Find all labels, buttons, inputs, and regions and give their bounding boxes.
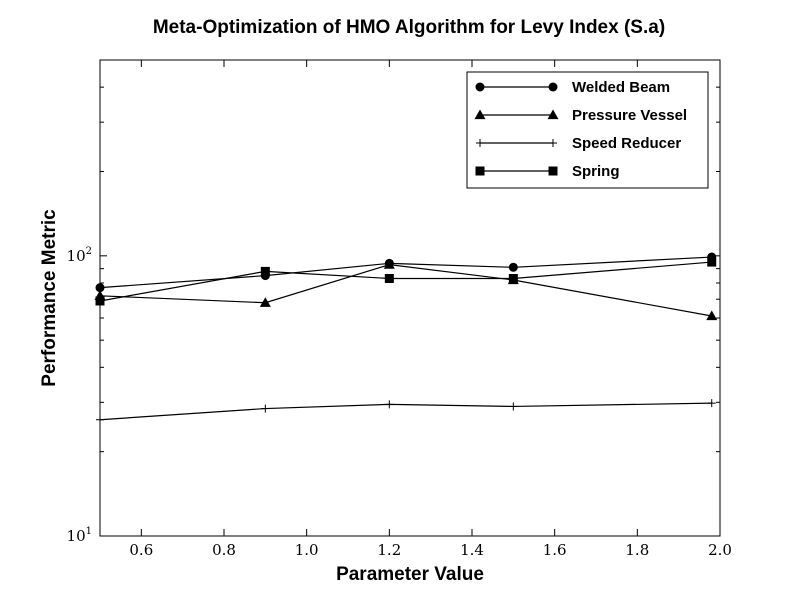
data-point-pressure-vessel	[259, 297, 271, 307]
series-line-welded-beam	[99, 256, 712, 289]
series-speed-reducer	[96, 399, 716, 424]
x-tick-label: 1.6	[543, 541, 567, 559]
data-point-speed-reducer	[385, 400, 394, 409]
y-tick-label: 101	[67, 526, 92, 545]
legend-label: Spring	[572, 163, 620, 180]
legend-entry-speed-reducer: Speed Reducer	[476, 135, 681, 152]
legend-marker	[475, 82, 485, 92]
data-point-spring	[707, 257, 717, 267]
y-axis-ticks: 101 102	[67, 59, 720, 545]
x-axis-label: Parameter Value	[336, 564, 484, 585]
y-axis-label: Performance Metric	[39, 209, 60, 387]
data-point-pressure-vessel	[383, 259, 395, 269]
legend-label: Speed Reducer	[572, 135, 681, 152]
legend-entry-pressure-vessel: Pressure Vessel	[474, 107, 687, 124]
legend-marker	[548, 166, 558, 176]
data-point-spring	[260, 266, 270, 276]
chart-title: Meta-Optimization of HMO Algorithm for L…	[153, 17, 665, 38]
series-line-speed-reducer	[99, 402, 712, 421]
x-tick-label: 1.4	[460, 541, 484, 559]
y-tick-label: 102	[67, 246, 92, 265]
legend-label: Pressure Vessel	[572, 107, 687, 124]
data-point-spring	[384, 274, 394, 284]
legend-marker	[548, 82, 558, 92]
legend-entry-welded-beam: Welded Beam	[475, 79, 670, 96]
x-tick-label: 1.2	[377, 541, 401, 559]
legend-entry-spring: Spring	[475, 163, 620, 180]
data-point-pressure-vessel	[706, 310, 718, 321]
legend-box	[466, 71, 709, 189]
series-line-pressure-vessel	[99, 264, 712, 317]
data-point-welded-beam	[508, 262, 518, 272]
x-axis-ticks: 0.6 0.8 1.0 1.2 1.4 1.6 1.8 2.0	[129, 60, 732, 559]
data-point-speed-reducer	[509, 402, 518, 411]
x-tick-label: 1.8	[625, 541, 649, 559]
data-point-spring	[508, 274, 518, 284]
x-tick-label: 2.0	[708, 541, 732, 559]
data-point-speed-reducer	[96, 415, 104, 424]
data-point-speed-reducer	[707, 399, 716, 408]
series-spring	[95, 257, 717, 306]
x-tick-label: 0.6	[129, 541, 153, 559]
legend-marker	[547, 109, 559, 120]
legend-label: Welded Beam	[572, 79, 670, 96]
x-tick-label: 1.0	[295, 541, 319, 559]
legend-marker	[475, 166, 485, 176]
series-welded-beam	[95, 252, 717, 293]
legend: Welded Beam Pressure Vessel Speed Reducer S…	[466, 71, 709, 189]
series-layer	[94, 252, 718, 424]
legend-marker	[474, 109, 486, 120]
series-pressure-vessel	[94, 259, 718, 321]
data-point-spring	[95, 296, 105, 306]
data-point-welded-beam	[95, 283, 105, 293]
x-tick-label: 0.8	[212, 541, 236, 559]
legend-marker	[549, 139, 557, 147]
legend-marker	[476, 139, 484, 147]
data-point-speed-reducer	[261, 404, 270, 413]
